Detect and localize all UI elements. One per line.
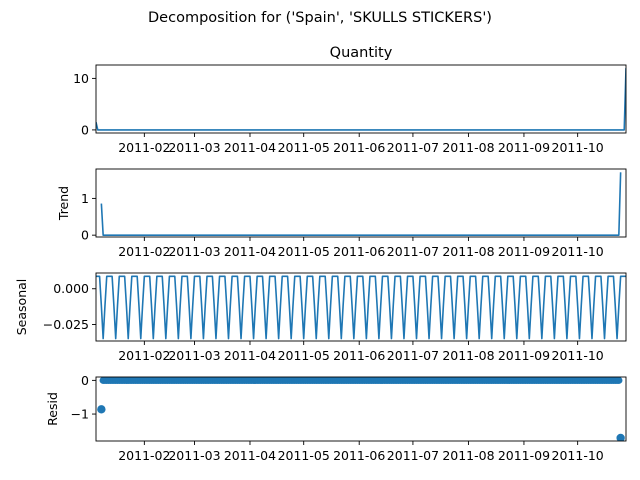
plot-area [96,68,626,131]
x-tick-label: 2011-07 [387,140,439,155]
x-tick-label: 2011-10 [552,348,604,363]
x-tick-label: 2011-02 [118,244,170,259]
x-tick-label: 2011-07 [387,244,439,259]
x-tick-label: 2011-07 [387,348,439,363]
x-tick-label: 2011-02 [118,348,170,363]
x-tick-label: 2011-08 [442,448,494,463]
x-tick-label: 2011-04 [224,448,276,463]
y-axis-label: Trend [56,186,71,221]
axes-frame [95,272,627,342]
y-tick-label: 0 [81,373,89,388]
x-tick-label: 2011-10 [552,140,604,155]
x-tick-label: 2011-07 [387,448,439,463]
x-tick-label: 2011-05 [278,244,330,259]
axes-frame [95,64,627,134]
x-tick-label: 2011-06 [333,244,385,259]
series-line [100,172,622,236]
y-tick-label: −1 [71,407,89,422]
resid-outlier-point [616,433,625,441]
plot-area [100,172,622,236]
x-tick-label: 2011-03 [168,244,220,259]
x-tick-label: 2011-03 [168,348,220,363]
x-tick-label: 2011-03 [168,448,220,463]
y-tick-label: 1 [81,191,89,206]
x-tick-label: 2011-08 [442,140,494,155]
y-tick-label: 0 [81,122,89,137]
seasonal-line [96,275,626,340]
x-tick-label: 2011-08 [442,348,494,363]
plot-area [96,275,626,340]
x-tick-label: 2011-10 [552,244,604,259]
x-tick-label: 2011-09 [498,140,550,155]
x-tick-label: 2011-03 [168,140,220,155]
y-tick-label: −0.025 [43,317,89,332]
resid-point [615,377,623,384]
axes-frame [95,376,627,442]
panel-title: Quantity [330,45,393,61]
x-tick-label: 2011-09 [498,348,550,363]
axes-frame [95,168,627,238]
x-tick-label: 2011-04 [224,140,276,155]
x-tick-label: 2011-09 [498,448,550,463]
x-tick-label: 2011-05 [278,348,330,363]
x-tick-label: 2011-09 [498,244,550,259]
x-tick-label: 2011-04 [224,348,276,363]
series-line [96,68,626,131]
y-tick-label: 0 [81,228,89,243]
x-tick-label: 2011-06 [333,448,385,463]
y-axis-label: Resid [45,392,60,426]
x-tick-label: 2011-10 [552,448,604,463]
x-tick-label: 2011-06 [333,348,385,363]
x-tick-label: 2011-04 [224,244,276,259]
x-tick-label: 2011-05 [278,140,330,155]
resid-outlier-point [97,405,106,414]
y-tick-label: 10 [73,71,89,86]
x-tick-label: 2011-05 [278,448,330,463]
x-tick-label: 2011-02 [118,140,170,155]
plot-area [97,377,625,441]
x-tick-label: 2011-08 [442,244,494,259]
y-tick-label: 0.000 [53,281,89,296]
x-tick-label: 2011-06 [333,140,385,155]
x-tick-label: 2011-02 [118,448,170,463]
y-axis-label: Seasonal [14,279,29,336]
figure-suptitle: Decomposition for ('Spain', 'SKULLS STIC… [148,10,492,26]
